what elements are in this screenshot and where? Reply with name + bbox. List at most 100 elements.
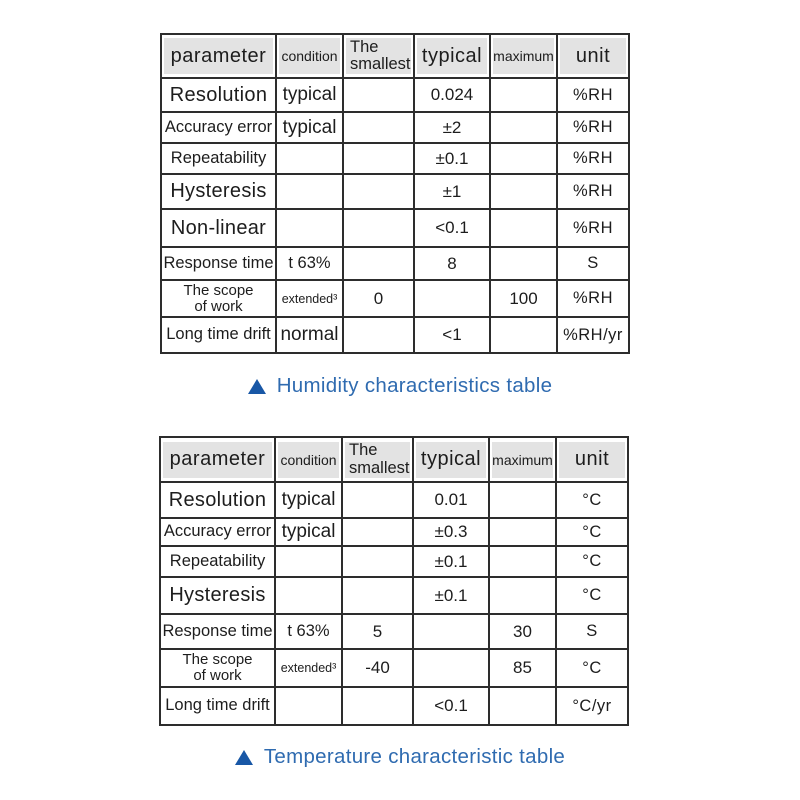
cell-unit: °C/yr xyxy=(555,686,629,726)
cell-smallest xyxy=(341,517,414,547)
cell-maximum xyxy=(488,545,557,578)
cell-unit: %RH xyxy=(556,111,630,144)
cell-parameter: Long time drift xyxy=(159,686,276,726)
triangle-up-icon xyxy=(234,749,253,765)
cell-maximum: 30 xyxy=(488,613,557,650)
cell-unit: %RH xyxy=(556,77,630,113)
cell-typical: <0.1 xyxy=(412,686,490,726)
cell-condition: extended³ xyxy=(274,648,343,688)
header-label: parameter xyxy=(170,44,267,67)
table-row: Resolution typical 0.01 °C xyxy=(159,481,629,519)
cell-parameter: Response time xyxy=(159,613,276,650)
cell-condition: typical xyxy=(275,77,344,113)
table-row: The scope of work extended³ -40 85 °C xyxy=(159,648,629,688)
cell-unit: °C xyxy=(555,517,629,547)
header-label: maximum xyxy=(493,48,554,64)
header-label: unit xyxy=(575,44,611,67)
table-row: Long time drift <0.1 °C/yr xyxy=(159,686,629,726)
cell-typical xyxy=(412,613,490,650)
cell-unit: S xyxy=(555,613,629,650)
cell-condition: extended³ xyxy=(275,279,344,318)
cell-condition: t 63% xyxy=(274,613,343,650)
cell-maximum xyxy=(489,111,558,144)
cell-parameter: Resolution xyxy=(159,481,276,519)
cell-parameter: The scope of work xyxy=(160,279,277,318)
cell-maximum xyxy=(488,481,557,519)
cell-typical: 0.01 xyxy=(412,481,490,519)
cell-typical xyxy=(413,279,491,318)
table-row: Response time t 63% 8 S xyxy=(160,246,630,281)
cell-parameter: Hysteresis xyxy=(160,173,277,210)
cell-condition: typical xyxy=(275,111,344,144)
cell-condition: t 63% xyxy=(275,246,344,281)
cell-smallest: -40 xyxy=(341,648,414,688)
cell-maximum xyxy=(489,77,558,113)
header-parameter: parameter xyxy=(160,33,277,79)
cell-smallest: 0 xyxy=(342,279,415,318)
temperature-table-caption: Temperature characteristic table xyxy=(0,745,800,769)
table-row: Accuracy error typical ±2 %RH xyxy=(160,111,630,144)
header-typical: typical xyxy=(413,33,491,79)
cell-smallest: 5 xyxy=(341,613,414,650)
cell-typical: ±0.1 xyxy=(412,545,490,578)
table-row: Repeatability ±0.1 %RH xyxy=(160,142,630,175)
cell-maximum xyxy=(489,208,558,248)
header-label: condition xyxy=(281,48,338,64)
cell-typical: 0.024 xyxy=(413,77,491,113)
cell-smallest xyxy=(341,576,414,615)
header-parameter: parameter xyxy=(159,436,276,483)
header-typical: typical xyxy=(412,436,490,483)
cell-smallest xyxy=(341,545,414,578)
cell-typical: ±1 xyxy=(413,173,491,210)
cell-smallest xyxy=(342,77,415,113)
header-label: condition xyxy=(280,451,337,468)
cell-parameter: Repeatability xyxy=(160,142,277,175)
cell-smallest xyxy=(342,316,415,354)
cell-unit: %RH xyxy=(556,173,630,210)
cell-typical: <1 xyxy=(413,316,491,354)
humidity-table-caption: Humidity characteristics table xyxy=(0,374,800,398)
cell-typical: ±0.3 xyxy=(412,517,490,547)
cell-condition xyxy=(275,173,344,210)
cell-smallest xyxy=(341,686,414,726)
header-unit: unit xyxy=(556,33,630,79)
cell-typical: ±2 xyxy=(413,111,491,144)
triangle-up-icon xyxy=(247,378,266,394)
cell-condition xyxy=(275,142,344,175)
cell-condition: normal xyxy=(275,316,344,354)
table-row: Long time drift normal <1 %RH/yr xyxy=(160,316,630,354)
table-row: Response time t 63% 5 30 S xyxy=(159,613,629,650)
cell-parameter: Repeatability xyxy=(159,545,276,578)
table-row: Resolution typical 0.024 %RH xyxy=(160,77,630,113)
cell-unit: °C xyxy=(555,545,629,578)
cell-unit: S xyxy=(556,246,630,281)
header-maximum: maximum xyxy=(488,436,557,483)
header-label: The smallest xyxy=(349,441,410,477)
cell-typical: 8 xyxy=(413,246,491,281)
header-smallest: The smallest xyxy=(342,33,415,79)
cell-smallest xyxy=(342,142,415,175)
cell-maximum xyxy=(488,686,557,726)
cell-typical: ±0.1 xyxy=(413,142,491,175)
cell-typical xyxy=(412,648,490,688)
table-row: Accuracy error typical ±0.3 °C xyxy=(159,517,629,547)
cell-parameter: Accuracy error xyxy=(160,111,277,144)
humidity-table: parameter condition The smallest typical… xyxy=(160,33,630,354)
cell-condition xyxy=(274,576,343,615)
cell-maximum xyxy=(489,316,558,354)
cell-unit: %RH xyxy=(556,142,630,175)
header-row: parameter condition The smallest typical… xyxy=(160,33,630,79)
cell-parameter: Accuracy error xyxy=(159,517,276,547)
cell-condition xyxy=(274,545,343,578)
cell-maximum: 85 xyxy=(488,648,557,688)
cell-smallest xyxy=(342,208,415,248)
cell-parameter: Long time drift xyxy=(160,316,277,354)
cell-smallest xyxy=(342,173,415,210)
cell-parameter: Non-linear xyxy=(160,208,277,248)
cell-maximum xyxy=(489,173,558,210)
header-maximum: maximum xyxy=(489,33,558,79)
header-row: parameter condition The smallest typical… xyxy=(159,436,629,483)
cell-unit: °C xyxy=(555,648,629,688)
cell-smallest xyxy=(342,111,415,144)
